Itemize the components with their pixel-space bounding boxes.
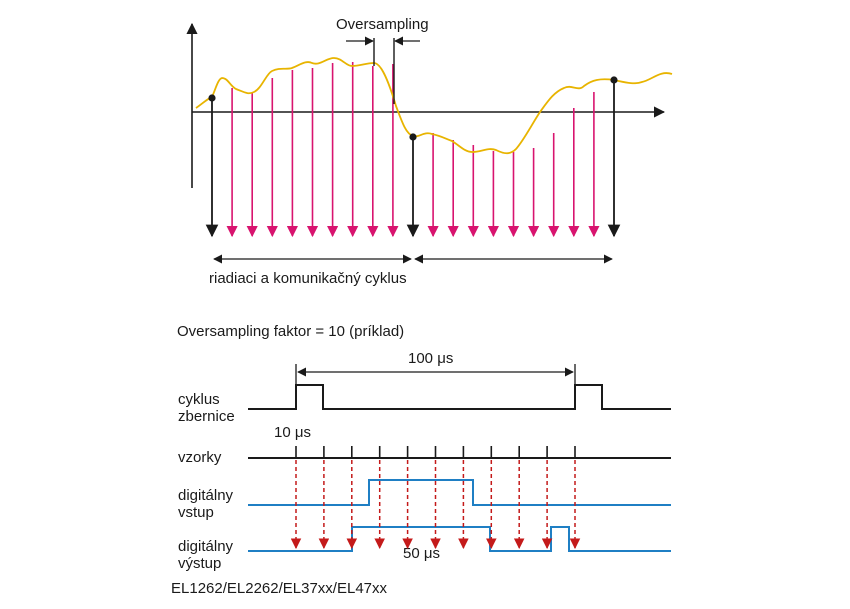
digital-output-label-line2: výstup: [178, 555, 221, 572]
oversampling-label: Oversampling: [336, 16, 429, 33]
bus-cycle-signal: [248, 384, 671, 410]
sample-period-label: 10 μs: [274, 424, 311, 441]
sample-dot-3: [610, 76, 618, 84]
cycle-label: riadiaci a komunikačný cyklus: [209, 270, 407, 287]
dashed-sample-arrows: [290, 460, 581, 550]
pulse-width-label: 50 μs: [403, 545, 440, 562]
bus-cycle-label-line2: zbernice: [178, 408, 235, 425]
samples-label: vzorky: [178, 449, 222, 466]
digital-input-label-line2: vstup: [178, 504, 214, 521]
digital-input-signal: [248, 479, 671, 506]
sample-dot-2: [409, 133, 417, 141]
digital-output-label-line1: digitálny: [178, 538, 234, 555]
analog-signal-curve: [195, 57, 673, 155]
devices-label: EL1262/EL2262/EL37xx/EL47xx: [171, 580, 387, 597]
oversampling-factor-label: Oversampling faktor = 10 (príklad): [177, 323, 404, 340]
digital-input-label-line1: digitálny: [178, 487, 234, 504]
bus-cycle-label-line1: cyklus: [178, 391, 220, 408]
digital-output-signal: [248, 526, 671, 552]
oversample-arrows: [226, 62, 600, 238]
period-label: 100 μs: [408, 350, 453, 367]
sample-ticks: [295, 446, 576, 458]
bottom-diagram: Oversampling faktor = 10 (príklad) 100 μ…: [171, 323, 671, 597]
cycle-sample-lines: [205, 80, 621, 238]
sample-dot-1: [208, 94, 216, 102]
top-diagram: Oversampling riadiaci a komunikačný cykl…: [186, 16, 673, 287]
